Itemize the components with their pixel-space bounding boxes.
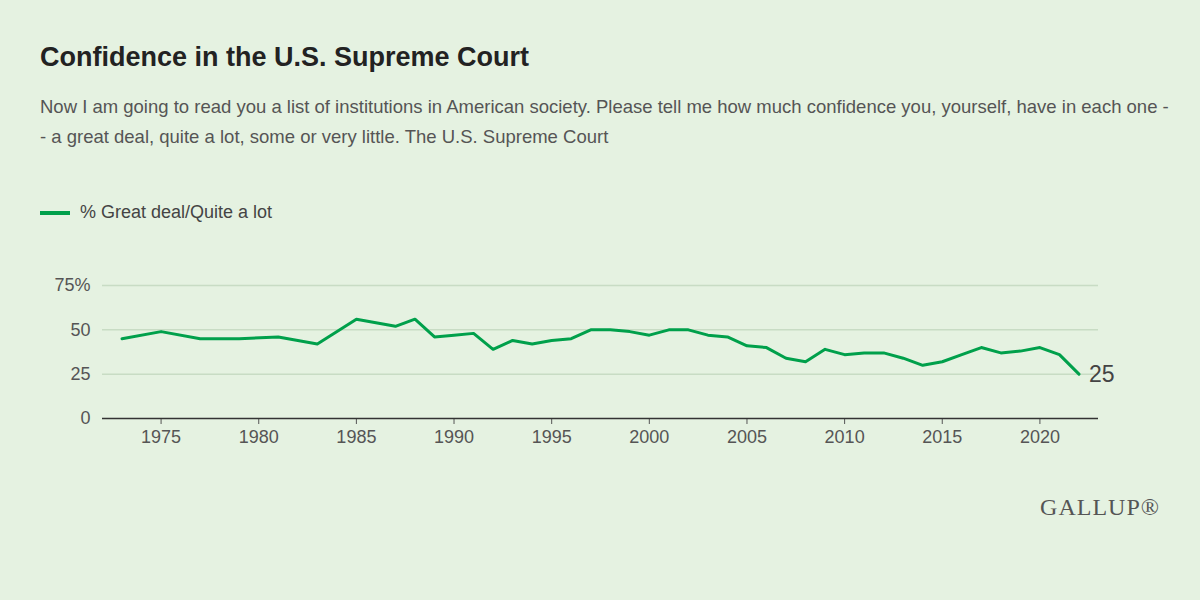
svg-text:25: 25	[70, 364, 90, 384]
svg-text:1985: 1985	[336, 427, 376, 447]
svg-text:2010: 2010	[825, 427, 865, 447]
html-text:Now I am going to read you a l: Now I am going to read you a list of ins…	[40, 96, 1169, 147]
svg-text:1995: 1995	[532, 427, 572, 447]
svg-text:2000: 2000	[629, 427, 669, 447]
svg-text:75%: 75%	[54, 275, 90, 295]
svg-text:1980: 1980	[239, 427, 279, 447]
svg-text:1990: 1990	[434, 427, 474, 447]
svg-text:1975: 1975	[141, 427, 181, 447]
svg-text:2015: 2015	[922, 427, 962, 447]
html-text:GALLUP®: GALLUP®	[1040, 494, 1160, 520]
svg-text:2005: 2005	[727, 427, 767, 447]
svg-text:2020: 2020	[1020, 427, 1060, 447]
svg-text:0: 0	[80, 408, 90, 428]
svg-text:50: 50	[70, 320, 90, 340]
html-text:% Great deal/Quite a lot: % Great deal/Quite a lot	[80, 202, 273, 222]
html-text:Confidence in the U.S. Supreme: Confidence in the U.S. Supreme Court	[40, 42, 529, 72]
svg-text:25: 25	[1089, 361, 1115, 387]
